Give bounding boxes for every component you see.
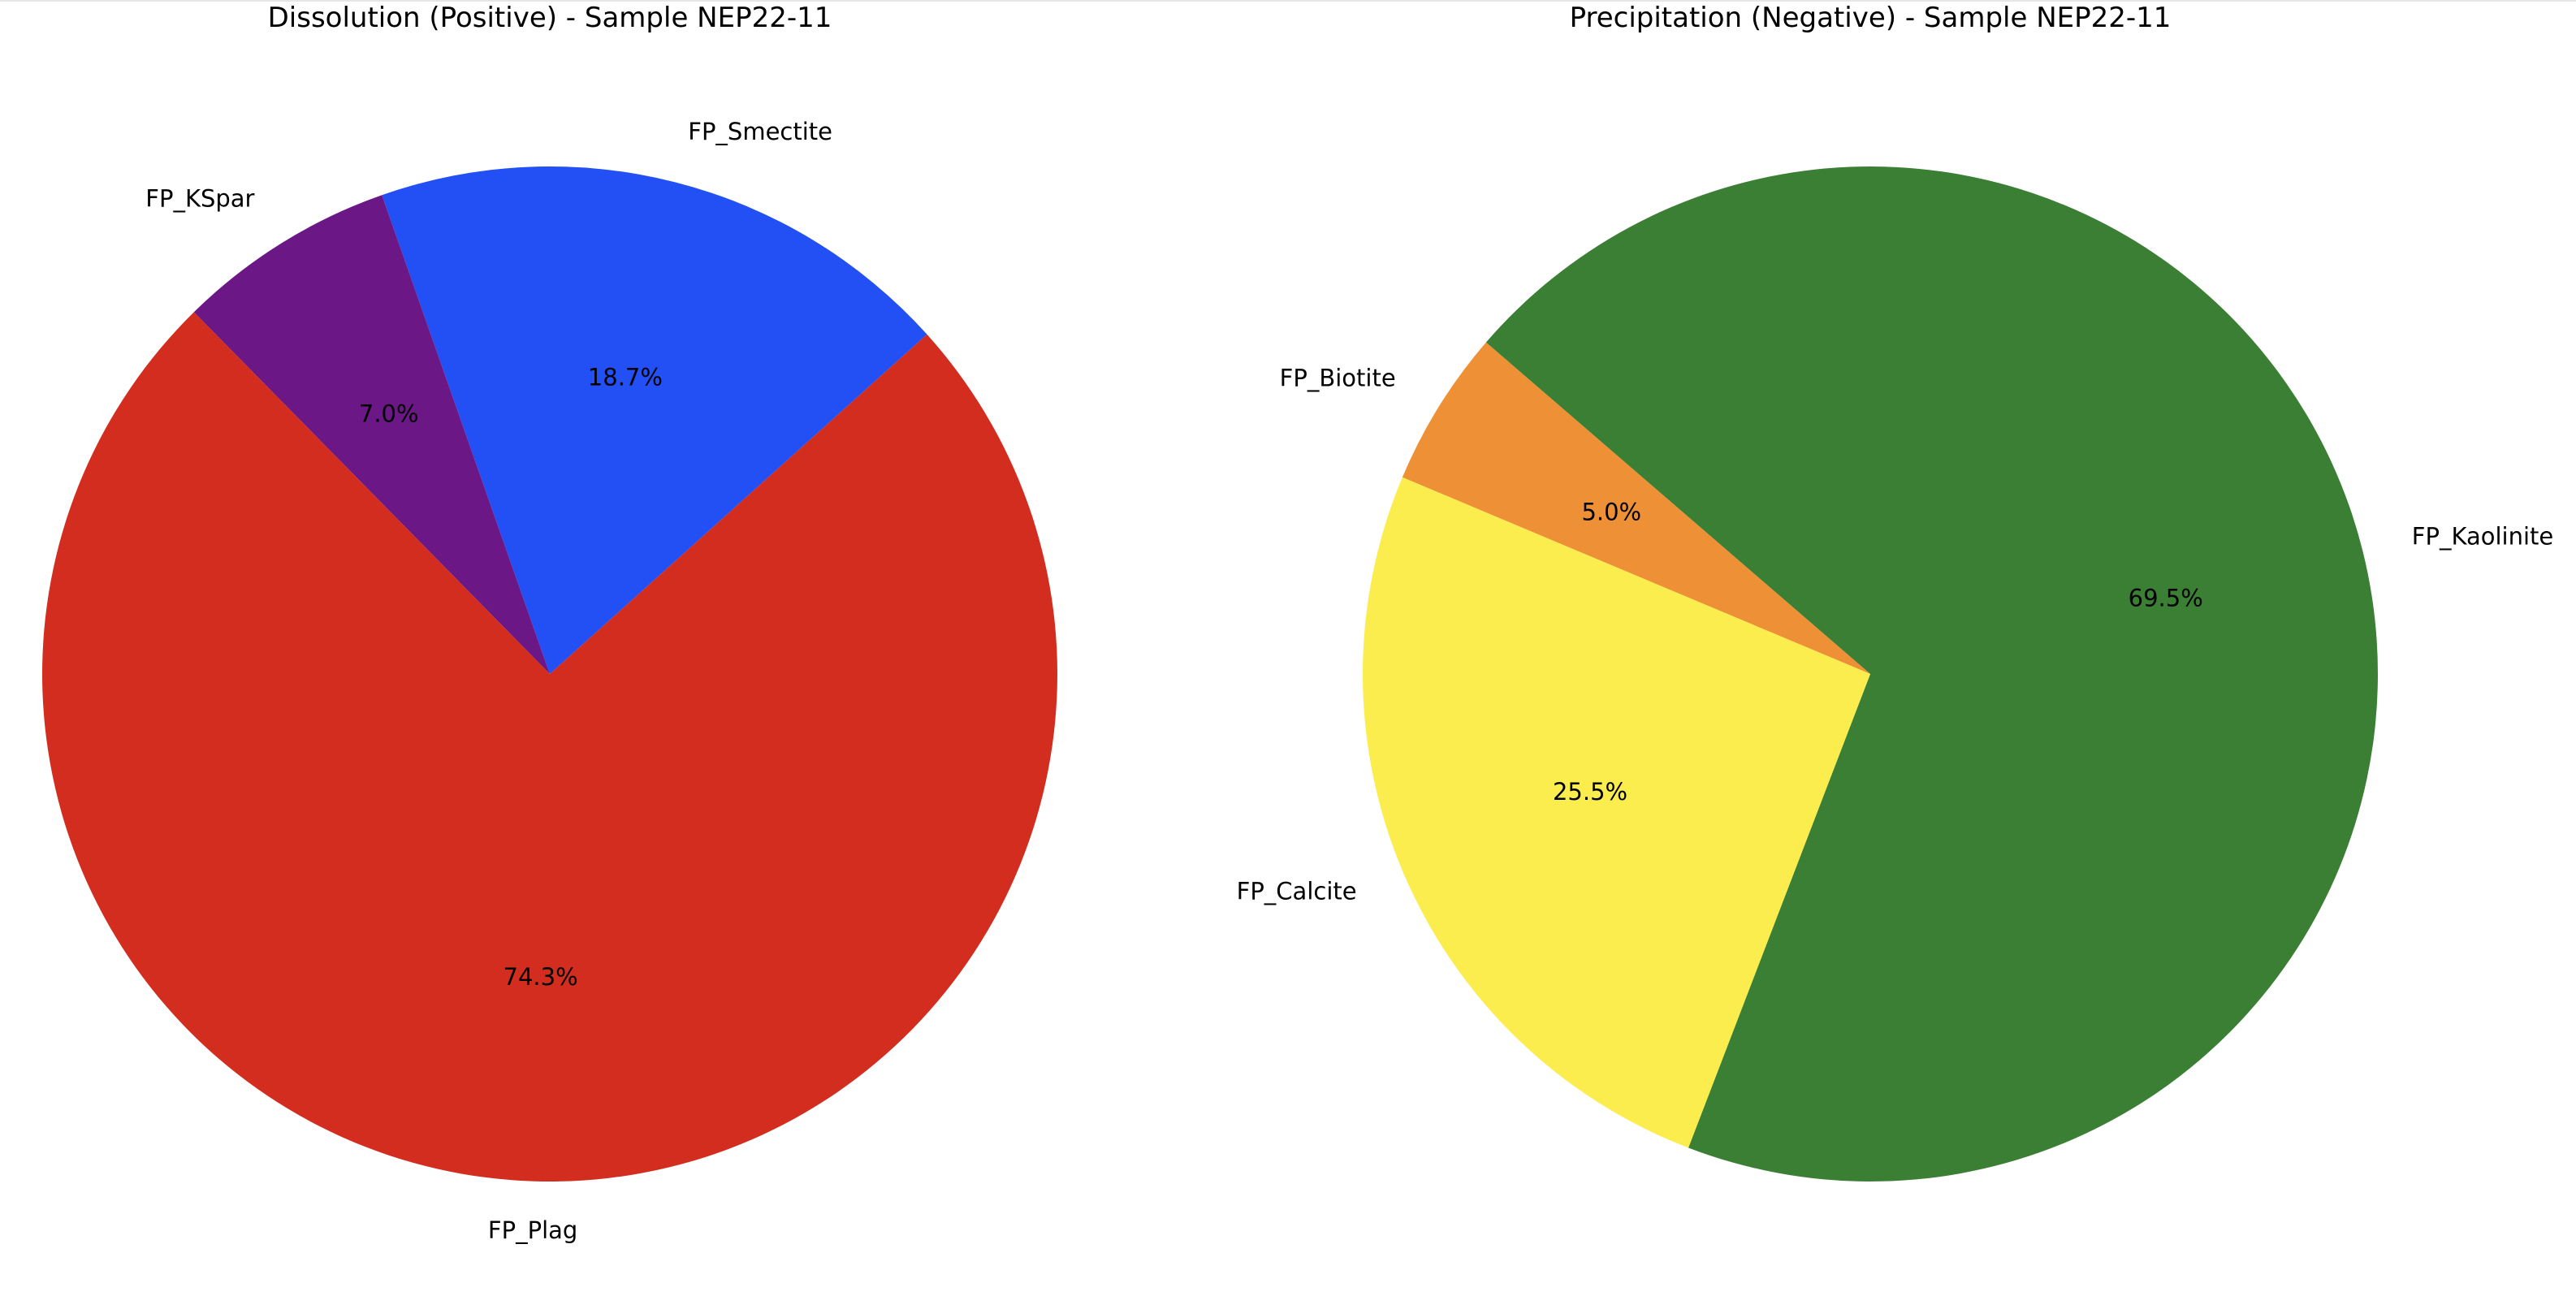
dissolution-chart-title: Dissolution (Positive) - Sample NEP22-11 <box>268 2 832 34</box>
precipitation-percent-fp-biotite: 5.0% <box>1581 498 1641 525</box>
dissolution-pie-labels: FP_Smectite 18.7% FP_KSpar 7.0% FP_Plag 74.3% <box>145 118 832 1244</box>
precipitation-pie-slices <box>1362 166 2378 1182</box>
precipitation-slice-fp-kaolinite <box>1485 166 2378 1182</box>
dissolution-percent-fp-smectite: 18.7% <box>588 364 663 391</box>
dissolution-label-fp-smectite: FP_Smectite <box>688 118 832 145</box>
precipitation-label-fp-biotite: FP_Biotite <box>1280 365 1396 392</box>
precipitation-label-fp-kaolinite: FP_Kaolinite <box>2412 523 2553 551</box>
precipitation-slice-fp-biotite <box>1402 342 1870 674</box>
dissolution-slice-fp-plag <box>41 312 1058 1182</box>
dissolution-label-fp-kspar: FP_KSpar <box>145 184 254 212</box>
dissolution-percent-fp-kspar: 7.0% <box>359 400 419 428</box>
precipitation-percent-fp-calcite: 25.5% <box>1553 778 1627 806</box>
dissolution-pie-chart: Dissolution (Positive) - Sample NEP22-11… <box>41 2 1058 1244</box>
figure-top-border <box>0 0 2576 2</box>
dissolution-pie-slices <box>41 166 1058 1182</box>
dissolution-slice-fp-smectite <box>382 166 927 675</box>
precipitation-label-fp-calcite: FP_Calcite <box>1237 878 1357 905</box>
dissolution-slice-fp-kspar <box>193 195 550 675</box>
precipitation-slice-fp-calcite <box>1362 477 1870 1148</box>
dissolution-label-fp-plag: FP_Plag <box>488 1216 577 1244</box>
precipitation-pie-labels: FP_Kaolinite 69.5% FP_Biotite 5.0% FP_Calcit… <box>1237 365 2554 905</box>
precipitation-percent-fp-kaolinite: 69.5% <box>2129 585 2203 612</box>
dissolution-percent-fp-plag: 74.3% <box>504 963 578 991</box>
precipitation-pie-chart: Precipitation (Negative) - Sample NEP22-… <box>1237 2 2554 1182</box>
precipitation-chart-title: Precipitation (Negative) - Sample NEP22-… <box>1570 2 2172 34</box>
